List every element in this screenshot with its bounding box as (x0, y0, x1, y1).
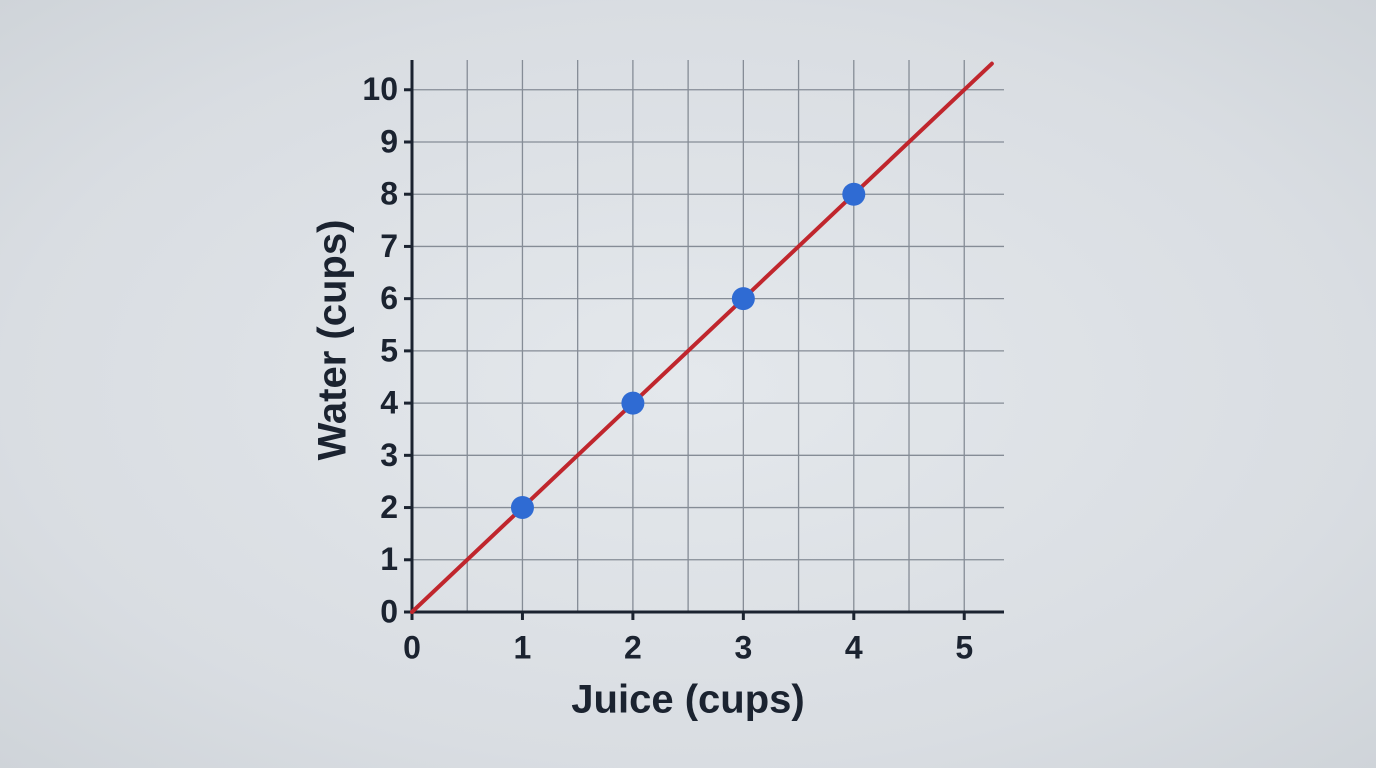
y-tick-label: 9 (380, 123, 398, 159)
data-point (510, 496, 534, 520)
x-tick-label: 4 (845, 629, 863, 665)
grid (404, 60, 1004, 620)
y-axis-title: Water (cups) (311, 220, 355, 461)
y-tick-label: 7 (380, 228, 398, 264)
y-tick-label: 2 (380, 489, 398, 525)
plot-area (410, 61, 994, 614)
data-point (621, 391, 645, 415)
line (410, 61, 994, 614)
x-tick-label: 2 (624, 629, 642, 665)
x-tick-label: 0 (403, 629, 421, 665)
x-tick-label: 3 (734, 629, 752, 665)
y-tick-label: 0 (380, 593, 398, 629)
data-point (842, 182, 866, 206)
y-tick-label: 5 (380, 332, 398, 368)
x-tick-label: 1 (514, 629, 532, 665)
data-point (731, 287, 755, 311)
y-tick-label: 6 (380, 280, 398, 316)
x-axis-title: Juice (cups) (571, 678, 804, 722)
x-tick-label: 5 (955, 629, 973, 665)
y-tick-label: 8 (380, 176, 398, 212)
y-tick-label: 1 (380, 541, 398, 577)
y-tick-label: 3 (380, 437, 398, 473)
y-tick-label: 10 (362, 71, 398, 107)
y-tick-label: 4 (380, 385, 398, 421)
